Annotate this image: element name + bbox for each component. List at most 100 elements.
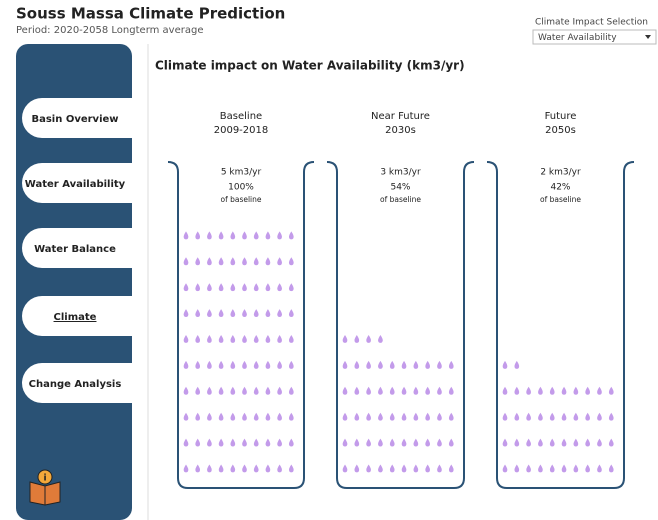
drop — [265, 335, 271, 343]
drop — [366, 412, 371, 421]
drop — [378, 464, 383, 473]
drop — [183, 283, 189, 292]
drop — [242, 257, 247, 266]
drop — [277, 231, 282, 240]
drop — [195, 257, 201, 266]
drop — [401, 386, 407, 395]
drop — [183, 309, 189, 318]
nav-label[interactable]: Climate — [54, 312, 97, 323]
drop — [183, 412, 189, 421]
drop — [253, 360, 259, 369]
drop — [288, 438, 294, 447]
drop — [230, 335, 236, 343]
drop — [413, 360, 419, 369]
drop — [502, 386, 508, 395]
nav-pill — [22, 228, 132, 268]
drop — [195, 360, 201, 369]
dropdown-arrow[interactable] — [645, 35, 651, 39]
drop — [218, 360, 224, 369]
drop — [502, 464, 508, 473]
drop — [242, 335, 247, 343]
nav-button[interactable]: Climate — [22, 296, 132, 336]
drop — [277, 360, 282, 369]
nav-button[interactable]: Water Availability — [22, 163, 132, 203]
drop — [230, 231, 236, 240]
drop — [207, 335, 212, 343]
nav-label[interactable]: Basin Overview — [31, 114, 118, 125]
drop — [597, 438, 602, 447]
drop — [354, 386, 360, 395]
drop — [573, 464, 579, 473]
drop — [265, 360, 271, 369]
drop — [277, 283, 282, 292]
tank — [326, 161, 475, 489]
nav-button[interactable]: Water Balance — [22, 228, 132, 268]
nav-button[interactable]: Basin Overview — [22, 98, 132, 138]
drop — [549, 386, 555, 395]
drop — [242, 438, 247, 447]
drop — [288, 386, 294, 395]
drop — [354, 464, 360, 473]
period-label: 2009-2018 — [214, 125, 269, 136]
drop — [242, 464, 247, 473]
drop — [585, 464, 591, 473]
filter-value[interactable]: Water Availability — [538, 33, 617, 43]
nav-label[interactable]: Change Analysis — [29, 379, 122, 390]
drop-group — [502, 360, 614, 473]
drop — [437, 438, 442, 447]
drop — [218, 257, 224, 266]
drop — [538, 464, 543, 473]
drop — [526, 438, 531, 447]
drop — [207, 464, 212, 473]
category-label: Near Future — [371, 111, 430, 122]
drop — [561, 464, 567, 473]
drop — [253, 464, 259, 473]
drop — [230, 438, 236, 447]
drop-group — [183, 231, 294, 473]
drop — [448, 464, 454, 473]
nav-label[interactable]: Water Availability — [25, 179, 126, 190]
nav-label[interactable]: Water Balance — [34, 244, 116, 255]
drop — [230, 257, 236, 266]
drop — [253, 309, 259, 318]
drop — [183, 464, 189, 473]
drop — [242, 360, 247, 369]
drop — [277, 464, 282, 473]
drop — [218, 464, 224, 473]
drop — [366, 464, 371, 473]
drop — [514, 464, 520, 473]
drop — [608, 438, 614, 447]
drop — [207, 438, 212, 447]
drop — [573, 438, 579, 447]
period-label: 2050s — [545, 125, 576, 136]
value-label: 3 km3/yr — [380, 168, 421, 178]
drop — [437, 360, 442, 369]
drop — [378, 438, 383, 447]
nav-button[interactable]: Change Analysis — [22, 363, 132, 403]
drop — [183, 257, 189, 266]
tank — [486, 161, 635, 489]
drop — [265, 386, 271, 395]
filter-dropdown[interactable] — [532, 29, 657, 45]
drop — [549, 438, 555, 447]
drop — [366, 386, 371, 395]
category-label: Future — [545, 111, 577, 122]
drop — [389, 386, 395, 395]
drop — [183, 360, 189, 369]
nav-pill — [22, 163, 132, 203]
drop — [448, 412, 454, 421]
drop — [195, 438, 201, 447]
drop — [183, 231, 189, 240]
drop — [526, 386, 531, 395]
drop — [265, 309, 271, 318]
drop — [425, 438, 431, 447]
drop — [448, 438, 454, 447]
drop — [342, 412, 348, 421]
drop — [183, 386, 189, 395]
period-label: 2030s — [385, 125, 416, 136]
drop — [230, 360, 236, 369]
info-icon[interactable]: i — [29, 469, 61, 506]
drop — [538, 386, 543, 395]
drop — [502, 438, 508, 447]
